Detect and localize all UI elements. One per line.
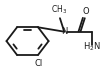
Text: CH$_3$: CH$_3$: [51, 4, 67, 16]
Text: O: O: [82, 7, 89, 16]
Text: H$_2$N: H$_2$N: [83, 41, 101, 53]
Text: N: N: [61, 27, 68, 36]
Text: Cl: Cl: [34, 59, 43, 68]
